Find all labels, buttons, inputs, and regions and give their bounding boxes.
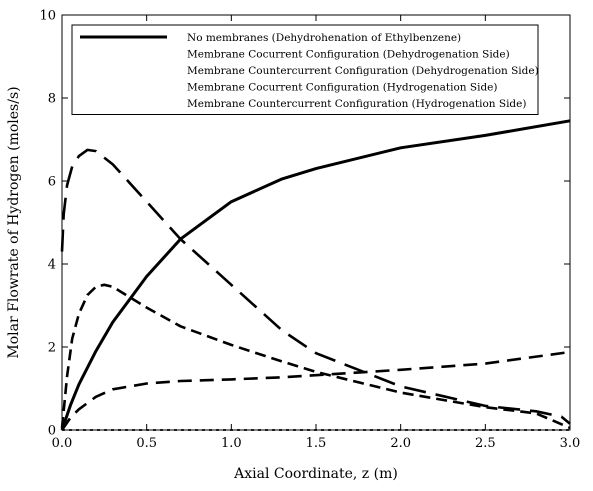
y-tick-label: 10 — [39, 9, 56, 24]
series-line-2 — [60, 148, 571, 425]
x-tick-label: 0.5 — [136, 436, 157, 451]
axis-ticks: 0.0 0.5 1.0 1.5 2.0 2.5 3.0 0 2 4 6 8 10 — [39, 9, 580, 452]
legend-entry-4: Membrane Cocurrent Configuration (Hydrog… — [187, 82, 497, 94]
series-line-4 — [60, 350, 571, 431]
y-tick-label: 2 — [48, 341, 56, 356]
x-tick-label: 2.5 — [475, 436, 496, 451]
y-tick-label: 6 — [48, 175, 56, 190]
legend: No membranes (Dehydrohenation of Ethylbe… — [71, 24, 539, 115]
x-axis-label: Axial Coordinate, z (m) — [233, 466, 398, 482]
x-tick-label: 1.5 — [306, 436, 327, 451]
legend-entry-5: Membrane Countercurrent Configuration (H… — [187, 98, 526, 110]
y-tick-label: 8 — [48, 92, 56, 107]
y-tick-label: 0 — [48, 424, 56, 439]
x-tick-label: 1.0 — [221, 436, 242, 451]
legend-entry-3: Membrane Countercurrent Configuration (D… — [187, 65, 539, 77]
legend-entry-1: No membranes (Dehydrohenation of Ethylbe… — [187, 32, 461, 44]
legend-entry-2: Membrane Cocurrent Configuration (Dehydr… — [187, 49, 510, 61]
y-tick-label: 4 — [48, 258, 56, 273]
series-line-3 — [60, 283, 571, 430]
x-tick-label: 2.0 — [390, 436, 411, 451]
y-axis-label: Molar Flowrate of Hydrogen (moles/s) — [6, 86, 22, 358]
legend-box — [71, 24, 539, 115]
x-tick-label: 3.0 — [560, 436, 581, 451]
x-tick-label: 0.0 — [52, 436, 73, 451]
